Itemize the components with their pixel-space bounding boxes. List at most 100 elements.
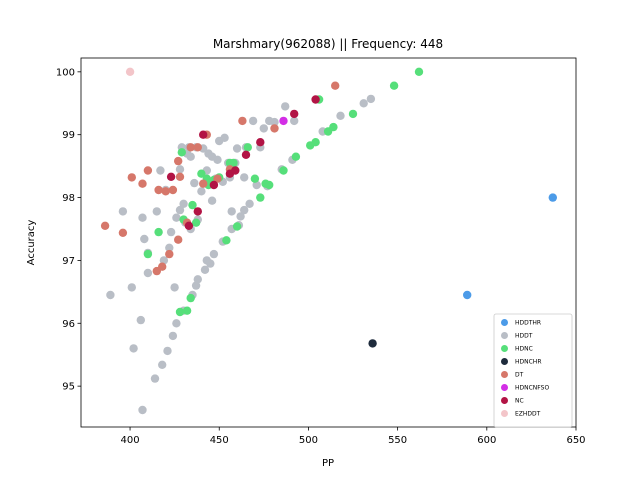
point-hddt-4 [136, 315, 145, 325]
point-nc-7 [241, 150, 251, 159]
point-hdnc-23 [279, 166, 288, 175]
point-hddt-22 [172, 213, 181, 222]
legend-marker-ezhddt [501, 410, 508, 417]
legend-label-hddthr: HDDTHR [515, 320, 541, 327]
point-hdnc-6 [186, 293, 195, 303]
point-hddt-35 [191, 281, 201, 290]
point-dt-19 [213, 174, 222, 183]
point-hddt-23 [175, 205, 185, 215]
point-hdnc-24 [291, 152, 301, 161]
point-hddt-77 [359, 99, 368, 108]
legend-marker-hddthr [501, 319, 508, 326]
legend-label-hdnc: HDNC [515, 346, 533, 353]
point-nc-3 [199, 130, 208, 139]
x-tick-label: 500 [299, 435, 318, 446]
point-nc-10 [311, 95, 320, 104]
point-hdnc-8 [191, 218, 201, 227]
point-hddt-12 [156, 166, 165, 175]
point-hdnc-20 [256, 193, 265, 202]
point-dt-13 [175, 172, 185, 181]
x-axis-ticks: 400 450 500 550 600 650 [121, 427, 586, 446]
point-dt-2 [127, 173, 136, 182]
point-hddt-1 [118, 207, 128, 216]
point-hddt-74 [290, 116, 299, 126]
point-hdnc-9 [197, 169, 206, 178]
x-tick-label: 650 [566, 435, 585, 446]
legend-label-ezhddt: EZHDDT [515, 411, 541, 418]
point-hddt-63 [245, 199, 254, 208]
legend: HDDTHR HDDT HDNC HDNCHR DT HDNCNFSO NC EZHDDT [493, 313, 573, 428]
point-dt-16 [193, 143, 202, 152]
legend-marker-dt [501, 371, 508, 378]
point-hddt-21 [172, 319, 181, 328]
y-tick-label: 100 [56, 67, 75, 78]
legend-marker-hdnc [501, 345, 508, 352]
point-nc-0 [166, 172, 176, 181]
point-hddt-24 [175, 165, 185, 174]
point-hddt-3 [129, 344, 138, 353]
point-hddt-41 [200, 265, 210, 274]
x-tick-label: 600 [477, 435, 496, 446]
point-hddt-55 [227, 207, 236, 216]
point-hdnc-17 [232, 222, 242, 231]
point-hddt-65 [252, 180, 261, 190]
point-dt-1 [118, 228, 128, 237]
x-tick-label: 550 [388, 435, 407, 446]
point-hddt-20 [170, 283, 179, 292]
legend-marker-hdncnfso [501, 384, 508, 391]
point-hddt-18 [166, 227, 176, 237]
point-hdnc-3 [177, 148, 186, 157]
plot-frame [80, 57, 577, 428]
y-tick-label: 97 [62, 256, 75, 267]
point-hddt-17 [165, 243, 174, 252]
point-hddt-72 [281, 102, 290, 111]
point-hdnc-7 [188, 200, 197, 210]
point-dt-12 [174, 156, 183, 166]
point-hddt-0 [106, 290, 115, 300]
point-nc-8 [256, 138, 265, 147]
point-hddthr-1 [463, 290, 472, 300]
point-hdnchr-0 [368, 339, 377, 348]
point-hddt-39 [197, 187, 206, 196]
data-points [100, 67, 557, 415]
point-hddt-34 [190, 178, 199, 188]
point-hddt-76 [336, 111, 345, 121]
point-hddt-10 [150, 374, 160, 383]
point-hddt-49 [213, 155, 222, 164]
legend-marker-nc [501, 397, 508, 404]
point-hdnc-19 [250, 174, 260, 183]
point-hdnc-26 [311, 138, 320, 147]
y-axis-ticks: 95 96 97 98 99 100 [56, 67, 81, 393]
point-hdncnfso-0 [279, 116, 288, 126]
point-hdnc-22 [265, 180, 274, 190]
point-nc-2 [193, 207, 202, 216]
point-dt-17 [199, 179, 208, 188]
chart-title: Marshmary(962088) || Frequency: 448 [213, 37, 443, 51]
y-tick-label: 96 [62, 319, 75, 330]
point-hddt-19 [168, 331, 178, 341]
point-hdnc-32 [414, 67, 424, 77]
point-ezhddt-0 [125, 67, 135, 77]
point-hdnc-29 [329, 122, 338, 132]
point-hddt-16 [163, 346, 172, 356]
point-dt-11 [174, 235, 183, 244]
point-hddt-60 [236, 212, 245, 221]
point-dt-15 [186, 143, 195, 152]
point-hddt-9 [143, 268, 153, 278]
point-hddt-70 [270, 117, 279, 127]
legend-label-nc: NC [515, 398, 524, 405]
point-nc-1 [184, 221, 194, 230]
point-hddt-7 [140, 234, 149, 244]
legend-marker-hdnchr [501, 358, 508, 365]
point-hdnc-5 [182, 306, 192, 315]
legend-label-hdnchr: HDNCHR [515, 359, 542, 366]
point-nc-4 [209, 180, 219, 190]
point-hdnc-14 [222, 236, 231, 245]
point-dt-0 [100, 221, 110, 230]
point-hddt-47 [209, 249, 219, 259]
point-dt-21 [238, 116, 247, 126]
legend-marker-hddt [501, 332, 508, 339]
point-hddt-78 [366, 94, 376, 104]
point-hddt-45 [206, 259, 215, 268]
